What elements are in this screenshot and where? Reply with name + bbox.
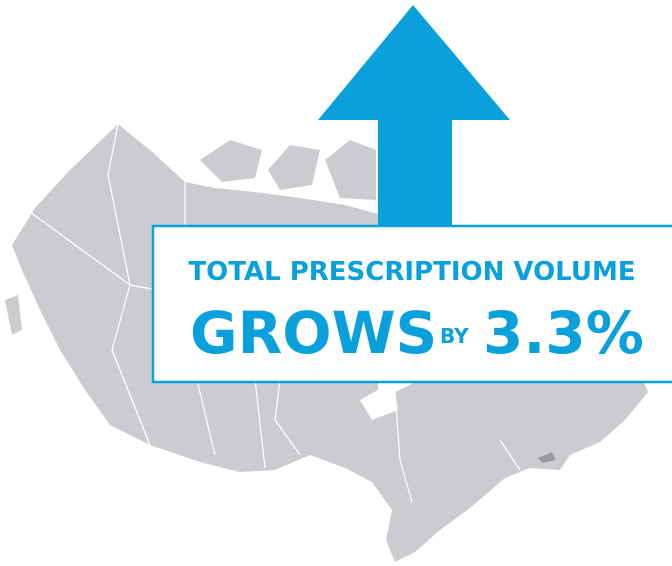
pei xyxy=(538,452,556,463)
border xyxy=(111,284,151,446)
headline: TOTAL PRESCRIPTION VOLUME xyxy=(188,257,635,287)
newfoundland xyxy=(582,372,628,418)
growth-arrow xyxy=(318,5,510,228)
border xyxy=(499,439,521,471)
arctic-island xyxy=(325,140,376,200)
arctic-island xyxy=(200,140,262,182)
island xyxy=(5,295,22,335)
arctic-island xyxy=(268,145,320,190)
province-borders xyxy=(29,123,521,503)
headline-box xyxy=(151,224,672,384)
border xyxy=(107,123,131,286)
border xyxy=(394,391,413,503)
headline-preposition: BY xyxy=(440,324,469,348)
headline-verb: GROWS xyxy=(190,299,437,367)
headline-figure: 3.3% xyxy=(483,299,644,367)
